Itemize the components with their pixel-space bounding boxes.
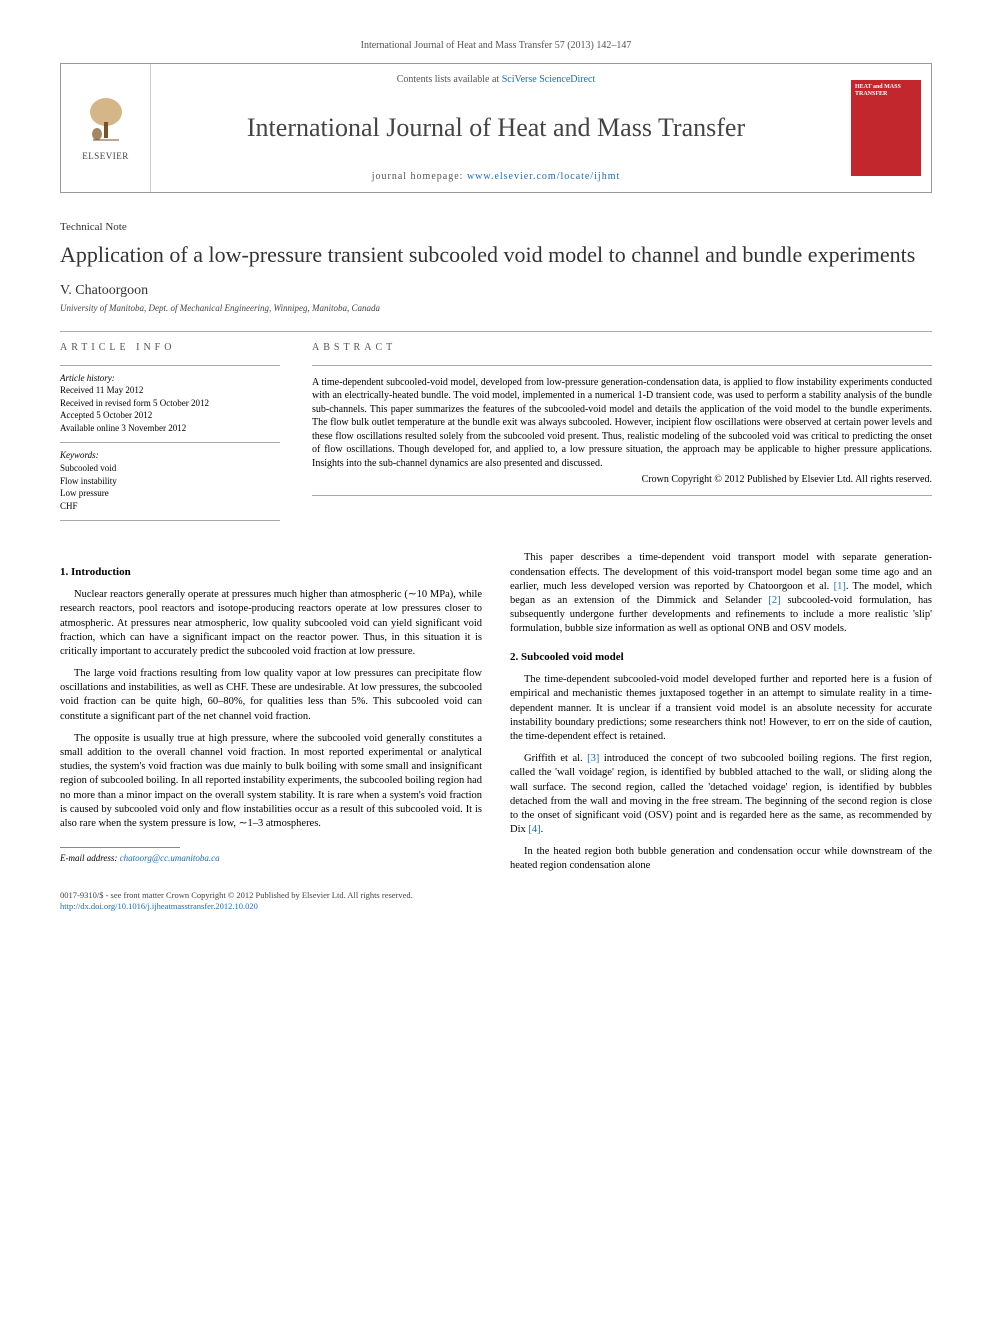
author-affiliation: University of Manitoba, Dept. of Mechani…: [60, 303, 932, 313]
journal-banner: ELSEVIER Contents lists available at Sci…: [60, 63, 932, 193]
divider: [312, 365, 932, 366]
keyword: Low pressure: [60, 487, 280, 500]
abstract-copyright: Crown Copyright © 2012 Published by Else…: [312, 474, 932, 485]
body-text: introduced the concept of two subcooled …: [510, 753, 932, 835]
journal-cover-cell: HEAT and MASS TRANSFER: [841, 64, 931, 192]
abstract-text: A time-dependent subcooled-void model, d…: [312, 376, 932, 471]
keyword: Subcooled void: [60, 462, 280, 475]
journal-name: International Journal of Heat and Mass T…: [159, 113, 833, 143]
page-footer: 0017-9310/$ - see front matter Crown Cop…: [60, 890, 932, 912]
journal-homepage-link[interactable]: www.elsevier.com/locate/ijhmt: [467, 171, 620, 182]
abstract-heading: ABSTRACT: [312, 342, 932, 353]
divider: [312, 495, 932, 496]
revised-date: Received in revised form 5 October 2012: [60, 397, 280, 410]
keyword: Flow instability: [60, 475, 280, 488]
keyword: CHF: [60, 500, 280, 513]
publisher-logo-cell: ELSEVIER: [61, 64, 151, 192]
journal-homepage-line: journal homepage: www.elsevier.com/locat…: [159, 171, 833, 182]
body-paragraph: This paper describes a time-dependent vo…: [510, 551, 932, 636]
body-paragraph: In the heated region both bubble generat…: [510, 845, 932, 873]
body-paragraph: The opposite is usually true at high pre…: [60, 732, 482, 831]
article-history-block: Article history: Received 11 May 2012 Re…: [60, 372, 280, 435]
divider: [60, 365, 280, 366]
contents-prefix: Contents lists available at: [397, 74, 502, 85]
divider: [60, 520, 280, 521]
footer-copyright: 0017-9310/$ - see front matter Crown Cop…: [60, 890, 932, 901]
keywords-label: Keywords:: [60, 449, 280, 462]
reference-link[interactable]: [4]: [528, 824, 540, 835]
publisher-name: ELSEVIER: [82, 151, 129, 161]
article-info-heading: ARTICLE INFO: [60, 342, 280, 353]
section-2-heading: 2. Subcooled void model: [510, 650, 932, 665]
email-link[interactable]: chatoorg@cc.umanitoba.ca: [120, 853, 220, 863]
author-name: V. Chatoorgoon: [60, 283, 932, 299]
article-type: Technical Note: [60, 221, 932, 233]
reference-link[interactable]: [2]: [768, 595, 780, 606]
section-1-heading: 1. Introduction: [60, 565, 482, 580]
journal-cover-thumbnail: HEAT and MASS TRANSFER: [851, 80, 921, 176]
body-paragraph: The large void fractions resulting from …: [60, 667, 482, 724]
footnote-separator: [60, 847, 180, 848]
body-paragraph: The time-dependent subcooled-void model …: [510, 673, 932, 744]
elsevier-logo: ELSEVIER: [82, 96, 129, 161]
info-abstract-row: ARTICLE INFO Article history: Received 1…: [60, 342, 932, 528]
history-label: Article history:: [60, 372, 280, 385]
keywords-block: Keywords: Subcooled void Flow instabilit…: [60, 449, 280, 512]
received-date: Received 11 May 2012: [60, 384, 280, 397]
contents-available-line: Contents lists available at SciVerse Sci…: [159, 74, 833, 85]
body-two-column: 1. Introduction Nuclear reactors general…: [60, 551, 932, 873]
page-header-citation: International Journal of Heat and Mass T…: [60, 40, 932, 51]
article-title: Application of a low-pressure transient …: [60, 241, 932, 269]
reference-link[interactable]: [1]: [834, 581, 846, 592]
banner-middle: Contents lists available at SciVerse Sci…: [151, 64, 841, 192]
body-paragraph: Griffith et al. [3] introduced the conce…: [510, 752, 932, 837]
sciencedirect-link[interactable]: SciVerse ScienceDirect: [502, 74, 596, 85]
doi-link[interactable]: http://dx.doi.org/10.1016/j.ijheatmasstr…: [60, 901, 258, 911]
divider: [60, 331, 932, 332]
online-date: Available online 3 November 2012: [60, 422, 280, 435]
abstract-column: ABSTRACT A time-dependent subcooled-void…: [312, 342, 932, 528]
article-info-column: ARTICLE INFO Article history: Received 1…: [60, 342, 280, 528]
divider: [60, 442, 280, 443]
accepted-date: Accepted 5 October 2012: [60, 409, 280, 422]
body-paragraph: Nuclear reactors generally operate at pr…: [60, 588, 482, 659]
elsevier-tree-icon: [83, 96, 129, 144]
body-text: Griffith et al.: [524, 753, 587, 764]
body-text: .: [541, 824, 544, 835]
homepage-prefix: journal homepage:: [372, 171, 467, 182]
reference-link[interactable]: [3]: [587, 753, 599, 764]
email-label: E-mail address:: [60, 853, 120, 863]
cover-title-text: HEAT and MASS TRANSFER: [855, 84, 917, 97]
corresponding-email: E-mail address: chatoorg@cc.umanitoba.ca: [60, 852, 482, 864]
